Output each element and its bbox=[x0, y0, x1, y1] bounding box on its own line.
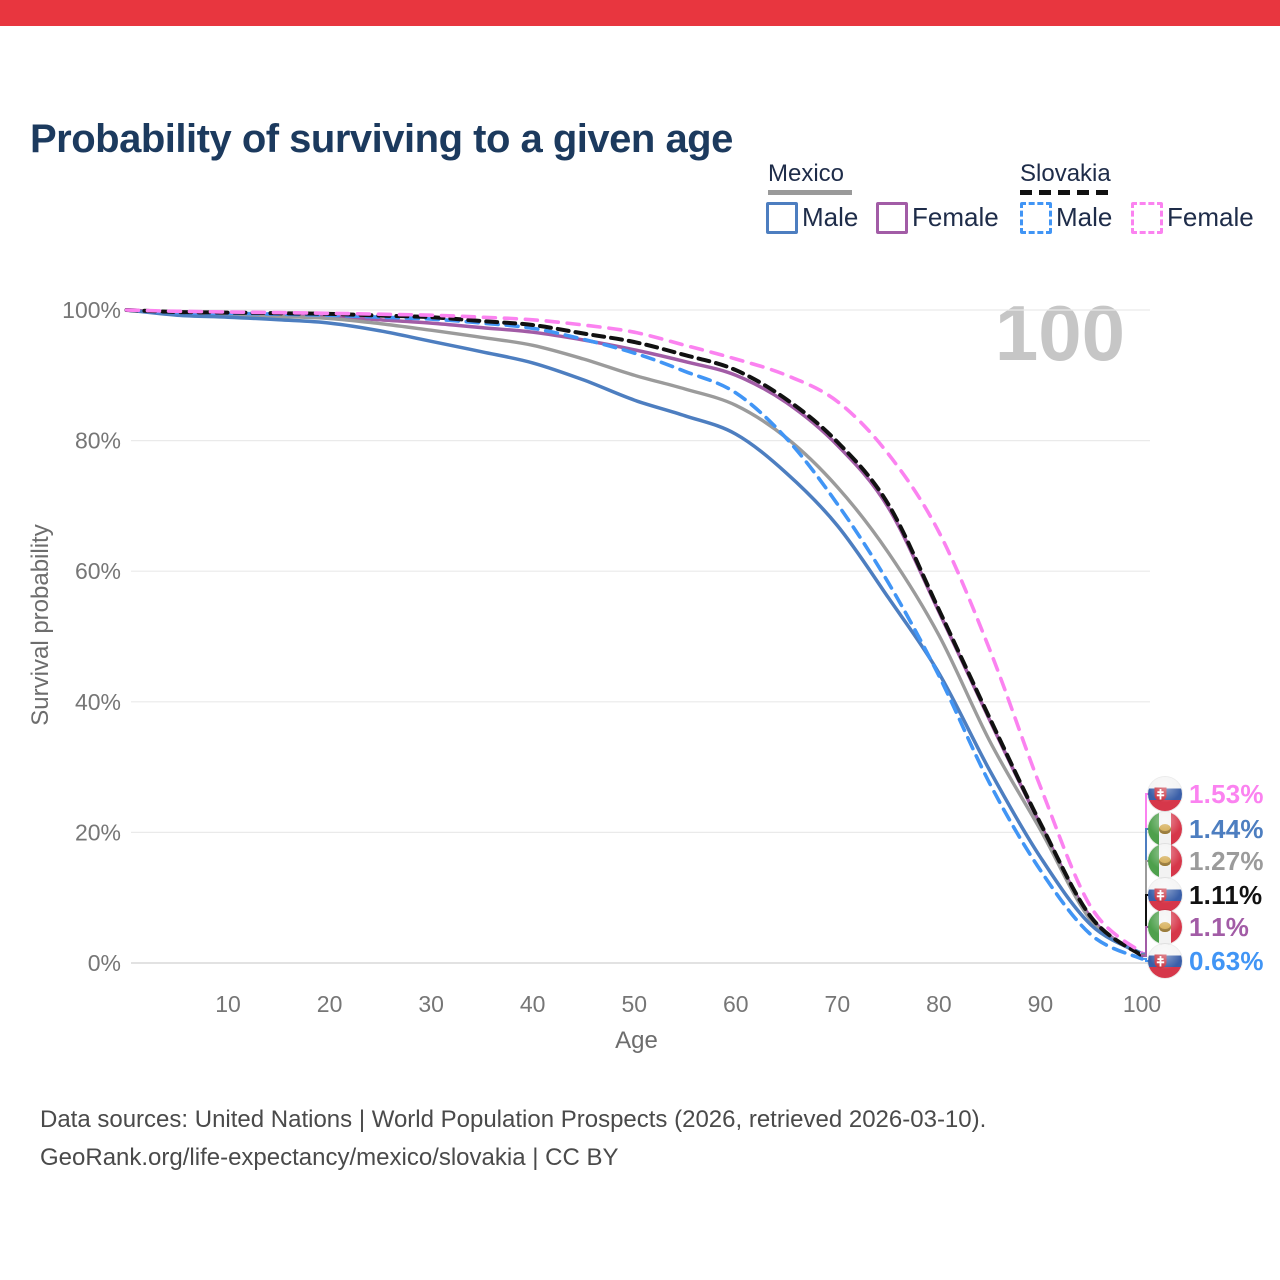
slovakia-flag-icon bbox=[1148, 878, 1182, 912]
flag-emblem bbox=[1159, 922, 1171, 932]
slovakia-flag-icon bbox=[1148, 944, 1182, 978]
end-label-value: 1.44% bbox=[1189, 813, 1264, 844]
legend-label-mexico-male[interactable]: Male bbox=[802, 202, 859, 232]
x-tick-label: 50 bbox=[621, 991, 647, 1017]
flag-gloss bbox=[1148, 944, 1182, 978]
mexico-flag-icon bbox=[1148, 910, 1182, 944]
legend-country-line-swatch bbox=[768, 190, 852, 195]
x-tick-label: 20 bbox=[317, 991, 343, 1017]
flag-gloss bbox=[1148, 910, 1182, 944]
series-line-sk-female bbox=[124, 308, 1144, 955]
end-label-value: 1.27% bbox=[1189, 845, 1264, 876]
x-tick-label: 70 bbox=[825, 991, 851, 1017]
legend-country-line-swatch bbox=[1020, 190, 1112, 195]
series-line-mx-male bbox=[124, 308, 1144, 956]
series-line-mx-both bbox=[124, 308, 1144, 957]
legend-country-slovakia: Slovakia bbox=[1020, 160, 1111, 187]
legend-label-slovakia-male[interactable]: Male bbox=[1056, 202, 1113, 232]
y-tick-label: 100% bbox=[62, 297, 121, 323]
end-label-row-sk-both: 1.11% bbox=[1148, 878, 1262, 912]
end-label-value: 1.53% bbox=[1189, 778, 1264, 809]
end-label-row-mx-both: 1.27% bbox=[1148, 844, 1264, 878]
y-tick-label: 80% bbox=[75, 428, 121, 454]
slovakia-flag-icon bbox=[1148, 777, 1182, 811]
end-label-row-sk-female: 1.53% bbox=[1148, 777, 1264, 811]
y-axis-title: Survival probability bbox=[27, 524, 54, 725]
legend-country-mexico: Mexico bbox=[768, 160, 845, 187]
footer-sources: Data sources: United Nations | World Pop… bbox=[40, 1106, 987, 1133]
x-tick-label: 90 bbox=[1028, 991, 1054, 1017]
mexico-flag-icon bbox=[1148, 844, 1182, 878]
y-tick-label: 0% bbox=[88, 950, 121, 976]
top-red-banner bbox=[0, 0, 1280, 26]
end-label-value: 1.1% bbox=[1189, 911, 1250, 942]
footer-url: GeoRank.org/life-expectancy/mexico/slova… bbox=[40, 1144, 619, 1171]
x-axis-title: Age bbox=[615, 1027, 658, 1054]
series-line-mx-female bbox=[124, 308, 1144, 958]
x-tick-label: 80 bbox=[926, 991, 952, 1017]
mexico-flag-icon bbox=[1148, 812, 1182, 846]
series-line-sk-male bbox=[124, 308, 1144, 961]
x-tick-label: 30 bbox=[418, 991, 444, 1017]
page-title: Probability of surviving to a given age bbox=[30, 116, 733, 161]
y-tick-label: 20% bbox=[75, 819, 121, 845]
x-tick-label: 60 bbox=[723, 991, 749, 1017]
age-counter-watermark: 100 bbox=[994, 289, 1125, 377]
end-label-value: 1.11% bbox=[1189, 879, 1263, 910]
legend-checkbox-slovakia-female[interactable] bbox=[1131, 202, 1163, 234]
x-tick-label: 40 bbox=[520, 991, 546, 1017]
end-label-row-mx-male: 1.44% bbox=[1148, 812, 1264, 846]
end-label-row-mx-female: 1.1% bbox=[1148, 910, 1249, 944]
flag-gloss bbox=[1148, 777, 1182, 811]
y-tick-label: 60% bbox=[75, 558, 121, 584]
flag-gloss bbox=[1148, 812, 1182, 846]
flag-gloss bbox=[1148, 844, 1182, 878]
end-label-value: 0.63% bbox=[1189, 945, 1264, 976]
legend-checkbox-slovakia-male[interactable] bbox=[1020, 202, 1052, 234]
flag-gloss bbox=[1148, 878, 1182, 912]
legend-checkbox-mexico-female[interactable] bbox=[876, 202, 908, 234]
x-tick-label: 100 bbox=[1123, 991, 1161, 1017]
series-line-sk-both bbox=[124, 308, 1144, 958]
legend-label-slovakia-female[interactable]: Female bbox=[1167, 202, 1254, 232]
y-tick-label: 40% bbox=[75, 689, 121, 715]
flag-emblem bbox=[1159, 824, 1171, 834]
legend-checkbox-mexico-male[interactable] bbox=[766, 202, 798, 234]
end-label-row-sk-male: 0.63% bbox=[1148, 944, 1264, 978]
flag-emblem bbox=[1159, 856, 1171, 866]
legend-label-mexico-female[interactable]: Female bbox=[912, 202, 999, 232]
x-tick-label: 10 bbox=[215, 991, 241, 1017]
